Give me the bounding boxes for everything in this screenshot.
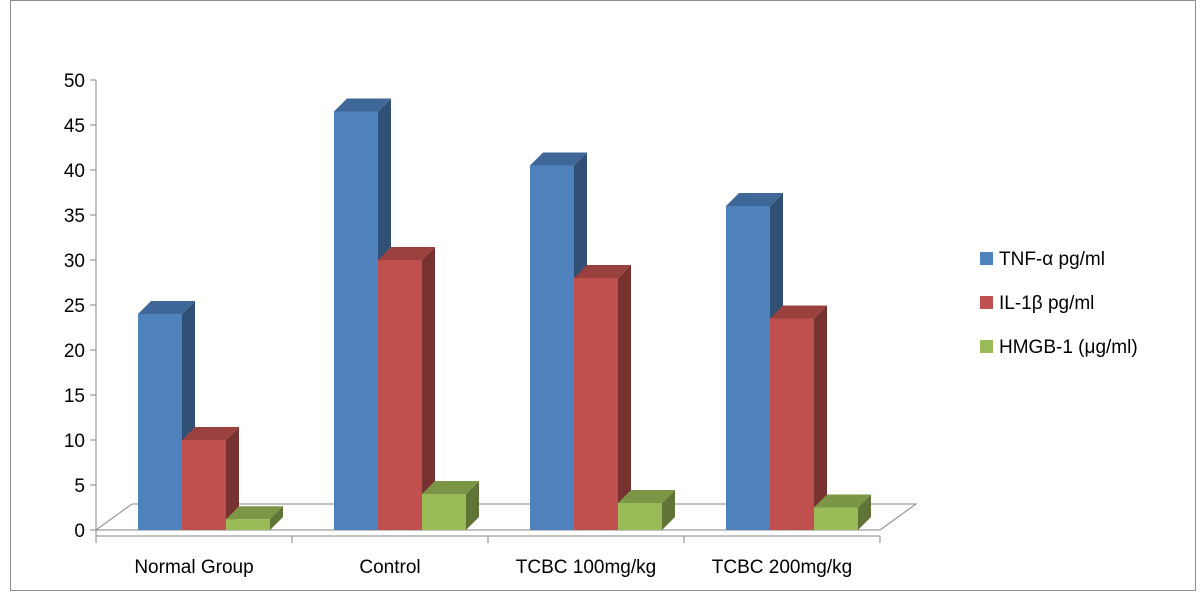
- bar-top: [530, 152, 587, 166]
- bar-top: [422, 481, 479, 494]
- bar-0-2: [530, 165, 574, 530]
- legend-swatch: [980, 296, 993, 309]
- bar-2-2: [618, 503, 662, 530]
- bar-top: [226, 506, 283, 520]
- legend-swatch: [980, 252, 993, 265]
- bar-top: [770, 305, 827, 319]
- bar-side: [270, 506, 283, 530]
- bar-0-3: [726, 206, 770, 530]
- bar-1-3: [770, 318, 814, 530]
- bar-top: [726, 193, 783, 206]
- bar-top: [814, 494, 871, 508]
- legend-label: HMGB-1 (μg/ml): [999, 337, 1138, 358]
- bar-2-3: [814, 507, 858, 530]
- x-category-label: Control: [359, 557, 420, 578]
- y-tick-label: 25: [64, 296, 85, 317]
- y-tick-label: 20: [64, 341, 85, 362]
- x-category-label: Normal Group: [134, 557, 253, 578]
- bar-top: [618, 490, 675, 503]
- bar-2-1: [422, 494, 466, 530]
- bar-1-1: [378, 260, 422, 530]
- bar-side: [422, 247, 435, 530]
- bar-side: [226, 427, 239, 530]
- x-category-label: TCBC 100mg/kg: [516, 557, 656, 578]
- legend-label: IL-1β pg/ml: [999, 293, 1094, 314]
- x-category-label: TCBC 200mg/kg: [712, 557, 852, 578]
- y-tick-label: 10: [64, 431, 85, 452]
- bar-2-0: [226, 519, 270, 530]
- y-tick-label: 35: [64, 206, 85, 227]
- legend-label: TNF-α pg/ml: [999, 249, 1105, 270]
- bar-side: [858, 494, 871, 530]
- bar-side: [814, 305, 827, 530]
- bar-1-0: [182, 440, 226, 530]
- bar-side: [618, 265, 631, 530]
- bar-top: [334, 98, 391, 112]
- bar-side: [662, 490, 675, 530]
- y-tick-label: 45: [64, 116, 85, 137]
- y-tick-label: 30: [64, 251, 85, 272]
- bar-1-2: [574, 278, 618, 530]
- bar-0-0: [138, 314, 182, 530]
- bar-top: [138, 301, 195, 314]
- y-tick-label: 50: [64, 71, 85, 92]
- y-tick-label: 15: [64, 386, 85, 407]
- bar-top: [574, 265, 631, 278]
- y-tick-label: 5: [74, 476, 85, 497]
- y-tick-label: 40: [64, 161, 85, 182]
- legend-swatch: [980, 340, 993, 353]
- bar-side: [466, 481, 479, 530]
- bar-top: [378, 247, 435, 260]
- y-tick-label: 0: [74, 521, 85, 542]
- bar-top: [182, 427, 239, 440]
- bar-0-1: [334, 111, 378, 530]
